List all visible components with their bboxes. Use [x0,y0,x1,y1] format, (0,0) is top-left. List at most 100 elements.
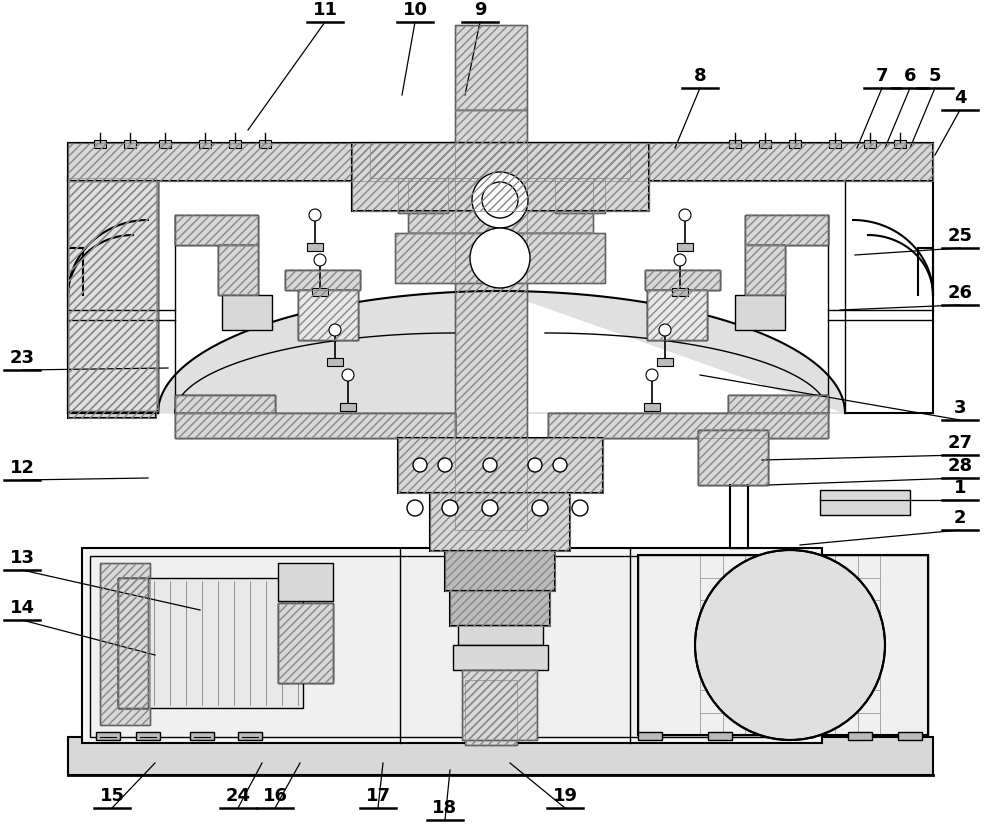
Circle shape [659,324,671,336]
Bar [408,178,593,233]
Bar [408,178,593,233]
Text: 15: 15 [100,787,124,805]
Bar [395,233,605,283]
Bar [352,143,649,211]
Bar [453,645,548,670]
Bar [645,270,720,290]
Circle shape [413,458,427,472]
Text: 17: 17 [366,787,390,805]
Bar [455,25,527,110]
Text: 4: 4 [954,89,966,107]
Circle shape [472,172,528,228]
Bar [555,178,605,213]
Bar [455,25,527,110]
Bar [82,548,822,743]
Text: 23: 23 [10,349,34,367]
Circle shape [329,324,341,336]
Bar [465,680,517,745]
Bar [340,403,356,411]
Bar [222,295,272,330]
Bar [229,140,241,148]
Bar [645,270,720,290]
Bar [370,143,630,178]
Bar [647,290,707,340]
Circle shape [674,254,686,266]
Bar [638,555,928,735]
Bar [68,178,156,418]
Bar [677,243,693,251]
Text: 5: 5 [929,67,941,85]
Bar [745,215,828,245]
Text: 18: 18 [432,799,458,817]
Bar [548,413,828,438]
Text: 9: 9 [474,1,486,19]
Bar [136,732,160,740]
Bar [745,215,828,245]
Circle shape [342,369,354,381]
Text: 27: 27 [948,434,972,452]
Bar [745,245,785,295]
Bar [175,395,275,413]
Bar [175,215,258,245]
Bar [100,563,150,725]
Bar [395,233,605,283]
Bar [94,140,106,148]
Text: 12: 12 [10,459,34,477]
Bar [175,395,275,413]
Bar [657,358,673,366]
Bar [175,215,258,245]
Bar [647,290,707,340]
Bar [285,270,360,290]
Circle shape [438,458,452,472]
Bar [278,603,333,683]
Circle shape [646,369,658,381]
Bar [864,140,876,148]
Bar [638,555,928,735]
Circle shape [695,550,885,740]
Bar [68,178,156,418]
Bar [218,245,258,295]
Circle shape [679,209,691,221]
Text: 6: 6 [904,67,916,85]
Bar [745,245,785,295]
Bar [745,215,828,245]
Bar [298,290,358,340]
Bar [789,140,801,148]
Bar [68,737,933,775]
Bar [259,140,271,148]
Bar [430,493,570,551]
Bar [278,563,333,601]
Bar [90,556,814,737]
Text: 2: 2 [954,509,966,527]
Bar [118,578,148,708]
Bar [430,493,570,551]
Circle shape [407,500,423,516]
Bar [455,110,527,530]
Bar [175,395,275,413]
Bar [458,625,543,645]
Circle shape [309,209,321,221]
Bar [698,430,768,485]
Bar [548,413,828,438]
Bar [352,143,649,211]
Bar [820,490,910,515]
Text: 19: 19 [552,787,578,805]
Bar [68,181,158,411]
Bar [829,140,841,148]
Bar [238,732,262,740]
Circle shape [572,500,588,516]
Bar [218,245,258,295]
Bar [175,413,455,438]
Bar [645,270,720,290]
Bar [450,591,550,626]
Text: 14: 14 [10,599,34,617]
Bar [698,430,768,485]
Bar [728,395,828,413]
Bar [370,143,630,178]
Text: 7: 7 [876,67,888,85]
Bar [68,143,933,181]
Bar [462,670,537,740]
Bar [894,140,906,148]
Bar [312,288,328,296]
Bar [644,403,660,411]
